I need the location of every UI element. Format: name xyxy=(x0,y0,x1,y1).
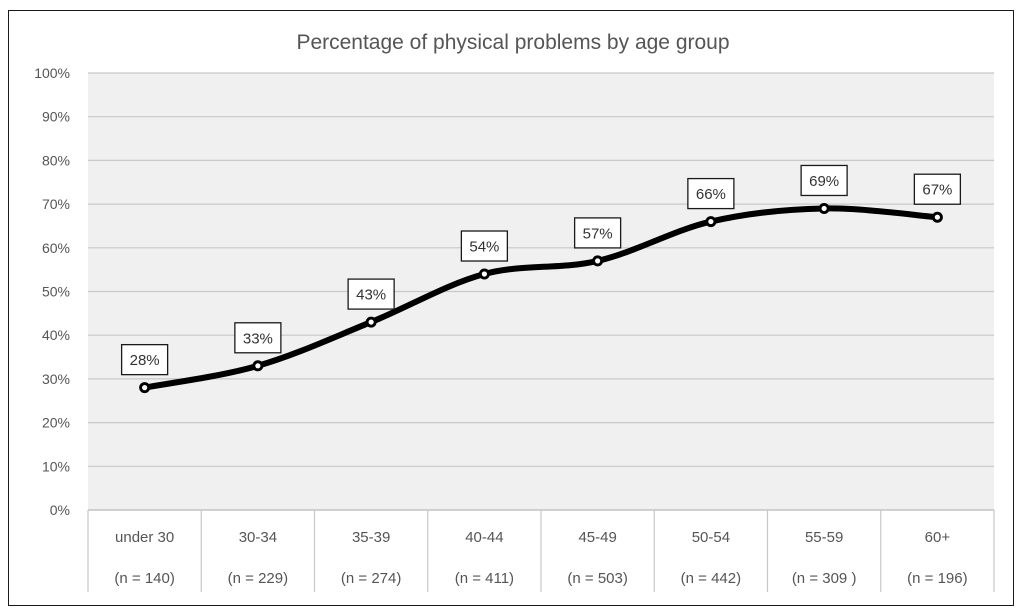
data-point-marker-center xyxy=(255,363,261,369)
y-tick-label: 80% xyxy=(42,152,70,168)
data-point-marker-center xyxy=(368,319,374,325)
y-tick-label: 30% xyxy=(42,371,70,387)
data-point-marker-center xyxy=(142,385,148,391)
data-label: 57% xyxy=(573,217,622,249)
data-label-text: 54% xyxy=(469,239,499,256)
data-label-box xyxy=(913,173,962,205)
data-label-box xyxy=(460,230,509,262)
data-label: 43% xyxy=(347,278,395,310)
x-tick-label: 40-44 xyxy=(465,529,503,546)
y-tick-label: 90% xyxy=(42,109,70,125)
x-tick-label: 35-39 xyxy=(352,529,390,546)
gridlines xyxy=(88,72,994,511)
y-tick-label: 10% xyxy=(42,458,70,474)
y-tick-label: 60% xyxy=(42,240,70,256)
x-tick-label: under 30 xyxy=(115,529,174,546)
y-tick-label: 70% xyxy=(42,196,70,212)
x-tick-count-label: (n = 140) xyxy=(114,570,174,587)
data-label-box xyxy=(573,217,622,249)
x-tick-count-label: (n = 229) xyxy=(228,570,288,587)
data-label: 69% xyxy=(800,164,848,197)
series-path xyxy=(141,205,941,391)
data-point-marker-center xyxy=(934,214,940,220)
data-point-marker-center xyxy=(595,258,601,264)
x-tick-count-label: (n = 196) xyxy=(907,570,967,587)
x-tick-count-label: (n = 442) xyxy=(681,570,741,587)
x-tick-label: 50-54 xyxy=(692,529,730,546)
x-tick-count-label: (n = 309 ) xyxy=(792,570,857,587)
data-label: 54% xyxy=(460,230,509,262)
x-tick-label: 60+ xyxy=(925,529,951,546)
data-label-box xyxy=(347,278,395,310)
x-tick-count-label: (n = 503) xyxy=(567,570,627,587)
data-label-text: 28% xyxy=(130,352,160,369)
data-label: 28% xyxy=(120,343,169,376)
data-label-box xyxy=(687,177,735,210)
y-tick-label: 0% xyxy=(50,502,70,518)
series-line xyxy=(139,202,943,394)
data-label-text: 43% xyxy=(356,287,386,304)
y-tick-label: 20% xyxy=(42,415,70,431)
data-point-marker-center xyxy=(821,205,827,212)
x-tick-label: 30-34 xyxy=(239,529,277,546)
data-label-box xyxy=(234,322,282,354)
data-label-box xyxy=(800,164,848,197)
data-labels: 28% 33% 43% 54% 57% 66% 69% 67% xyxy=(120,164,962,376)
y-tick-label: 100% xyxy=(34,65,70,81)
x-tick-count-label: (n = 274) xyxy=(341,570,401,587)
x-tick-count-label: (n = 411) xyxy=(455,570,514,587)
y-tick-label: 40% xyxy=(42,327,70,343)
data-label-text: 67% xyxy=(922,182,952,199)
data-label: 66% xyxy=(687,177,735,210)
data-label-text: 66% xyxy=(696,186,726,203)
data-label-box xyxy=(120,343,169,376)
chart-title: Percentage of physical problems by age g… xyxy=(296,31,729,54)
y-tick-label: 50% xyxy=(42,284,70,300)
data-label-text: 57% xyxy=(583,225,613,242)
x-tick-label: 55-59 xyxy=(805,529,843,546)
data-label-text: 33% xyxy=(243,330,273,347)
data-point-marker-center xyxy=(708,218,714,225)
data-label: 33% xyxy=(234,322,282,354)
data-label: 67% xyxy=(913,173,962,205)
data-label-text: 69% xyxy=(809,173,839,190)
x-axis: under 30 (n = 140) 30-34 (n = 229) 35-39 (n =… xyxy=(87,509,995,592)
x-tick-label: 45-49 xyxy=(578,529,616,546)
data-point-marker-center xyxy=(481,271,487,277)
y-axis: 0% 10% 20% 30% 40% 50% 60% 70% 80% 90% 100% xyxy=(34,65,70,518)
